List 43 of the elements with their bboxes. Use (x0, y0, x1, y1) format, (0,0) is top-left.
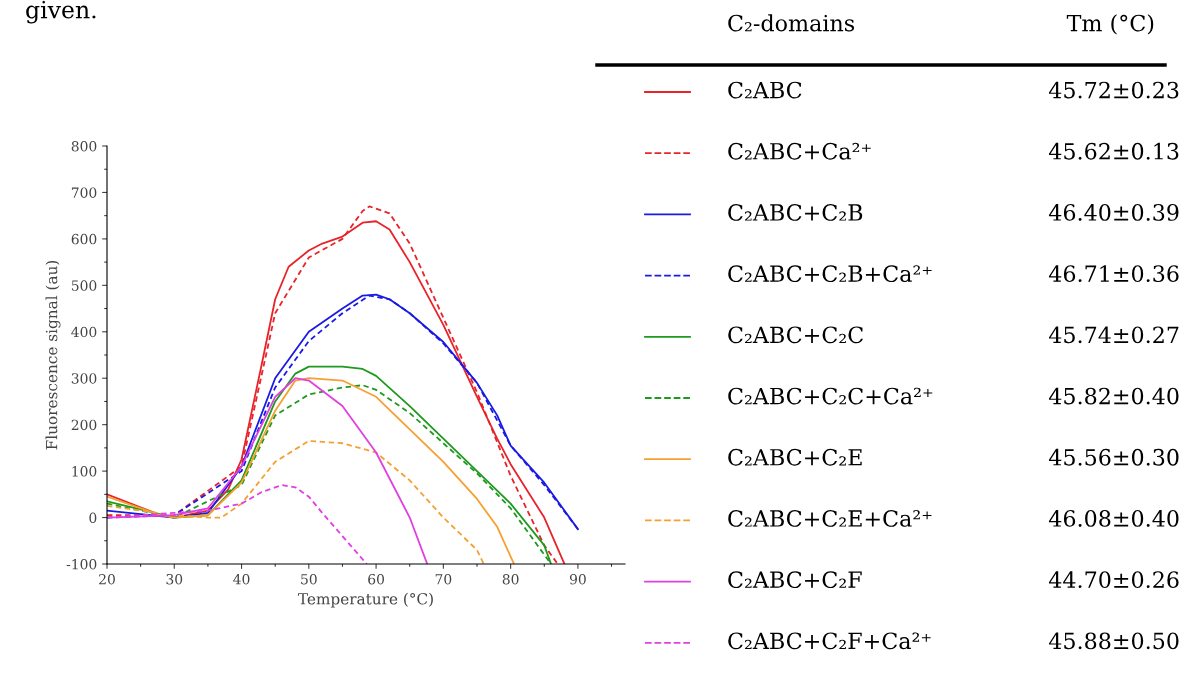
y-tick-label: 700 (71, 187, 97, 198)
text: 45.82±0.40 (1048, 387, 1179, 405)
y-axis-title: Fluorescence signal (au) (45, 260, 61, 450)
y-tick-label: 0 (89, 512, 97, 524)
x-axis-title: Temperature (°C) (298, 592, 433, 608)
y-tick-label: 500 (71, 280, 97, 291)
text: 45.74±0.27 (1048, 326, 1179, 344)
text: Tm (°C) (1066, 14, 1154, 35)
legend-label: C₂ABC+C₂C+Ca²⁺ (728, 387, 933, 405)
text: 46.71±0.36 (1048, 265, 1179, 283)
x-tick-label: 20 (99, 573, 115, 585)
y-tick-label: 200 (71, 419, 97, 431)
text: 45.72±0.23 (1048, 81, 1179, 99)
x-tick-label: 30 (166, 573, 183, 585)
x-tick-label: 80 (502, 573, 519, 585)
text: 44.70±0.26 (1048, 571, 1179, 589)
legend-label: C₂ABC+C₂F (728, 571, 862, 589)
legend-label: C₂ABC+C₂E (728, 448, 862, 466)
legend-label: C₂ABC+C₂E+Ca²⁺ (728, 510, 932, 527)
y-tick-label: 100 (72, 466, 97, 477)
y-tick-label: 300 (71, 373, 97, 384)
x-tick-label: 50 (301, 573, 317, 585)
legend-label: C₂ABC+C₂B+Ca²⁺ (728, 265, 932, 283)
legend-label: C₂ABC+C₂C (728, 326, 863, 344)
y-tick-label: 400 (71, 326, 97, 338)
x-tick-label: 90 (569, 573, 586, 585)
text: given. (26, 0, 96, 24)
legend-title: C₂-domains (728, 14, 855, 32)
x-tick-label: 70 (435, 573, 452, 585)
legend-label: C₂ABC+Ca²⁺ (728, 142, 871, 160)
x-tick-label: 40 (233, 573, 250, 585)
legend-label: C₂ABC (728, 81, 802, 99)
legend-label: C₂ABC+C₂B (728, 204, 863, 221)
text: 45.62±0.13 (1048, 142, 1179, 160)
x-tick-label: 60 (368, 573, 385, 585)
text: 45.56±0.30 (1048, 448, 1179, 466)
legend-label: C₂ABC+C₂F+Ca²⁺ (728, 632, 931, 650)
text: 45.88±0.50 (1048, 632, 1179, 650)
y-tick-label: 800 (71, 140, 97, 152)
text: 46.08±0.40 (1048, 510, 1179, 527)
y-tick-label: 600 (71, 233, 97, 245)
text: 46.40±0.39 (1048, 204, 1179, 221)
y-tick-label: -100 (66, 558, 97, 570)
